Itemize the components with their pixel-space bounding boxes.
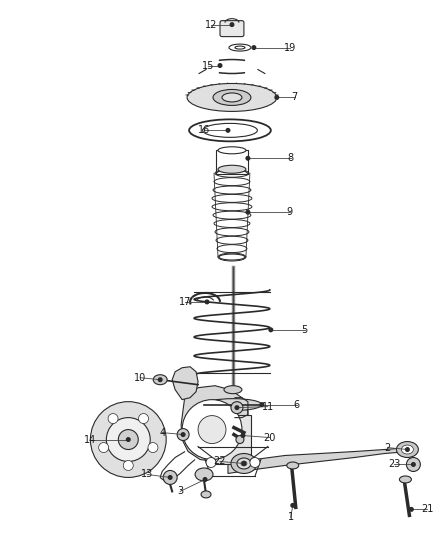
Circle shape — [159, 378, 162, 382]
Circle shape — [275, 95, 279, 99]
Ellipse shape — [222, 93, 242, 102]
Circle shape — [410, 507, 413, 511]
Circle shape — [246, 157, 250, 160]
Circle shape — [246, 211, 250, 214]
Circle shape — [412, 463, 415, 466]
Circle shape — [269, 328, 272, 332]
Text: 21: 21 — [421, 504, 434, 514]
Text: 1: 1 — [288, 512, 294, 522]
Circle shape — [138, 414, 148, 424]
Circle shape — [124, 461, 133, 471]
Text: 23: 23 — [388, 459, 401, 470]
Circle shape — [206, 457, 216, 467]
Text: 12: 12 — [205, 20, 217, 30]
Circle shape — [198, 416, 226, 443]
Circle shape — [182, 400, 242, 459]
Ellipse shape — [241, 461, 247, 466]
Circle shape — [406, 457, 420, 472]
Circle shape — [203, 478, 207, 481]
Text: 20: 20 — [264, 433, 276, 442]
Text: 10: 10 — [134, 373, 146, 383]
Circle shape — [230, 23, 234, 27]
Circle shape — [177, 429, 189, 441]
Circle shape — [236, 435, 244, 443]
Text: 3: 3 — [177, 487, 183, 496]
Text: 19: 19 — [284, 43, 296, 53]
Ellipse shape — [218, 147, 246, 154]
Circle shape — [235, 406, 239, 409]
Ellipse shape — [401, 445, 413, 454]
Ellipse shape — [237, 458, 251, 469]
Circle shape — [242, 462, 246, 465]
Ellipse shape — [204, 399, 262, 410]
Text: 15: 15 — [202, 61, 214, 70]
Text: 16: 16 — [198, 125, 210, 135]
Ellipse shape — [287, 462, 299, 469]
Text: 2: 2 — [384, 442, 391, 453]
Polygon shape — [172, 367, 198, 400]
Ellipse shape — [195, 468, 213, 481]
Text: 13: 13 — [141, 470, 153, 480]
Polygon shape — [228, 448, 410, 473]
Text: 17: 17 — [179, 297, 191, 307]
Ellipse shape — [218, 165, 246, 173]
Text: 9: 9 — [287, 207, 293, 217]
Circle shape — [406, 448, 409, 451]
Circle shape — [218, 64, 222, 67]
Circle shape — [241, 434, 245, 438]
Circle shape — [118, 430, 138, 449]
Polygon shape — [215, 415, 251, 464]
Text: 6: 6 — [294, 400, 300, 410]
Ellipse shape — [231, 454, 257, 473]
Circle shape — [168, 475, 172, 479]
Circle shape — [226, 128, 230, 132]
Circle shape — [205, 300, 209, 304]
Ellipse shape — [224, 386, 242, 394]
Text: 11: 11 — [262, 402, 274, 411]
Text: 5: 5 — [302, 325, 308, 335]
Ellipse shape — [213, 90, 251, 106]
Text: 22: 22 — [214, 456, 226, 466]
Text: 8: 8 — [288, 154, 294, 163]
Circle shape — [99, 442, 109, 453]
Circle shape — [252, 46, 256, 50]
Ellipse shape — [187, 84, 277, 111]
Ellipse shape — [153, 375, 167, 385]
Text: 4: 4 — [159, 427, 165, 438]
Text: 14: 14 — [84, 434, 96, 445]
Circle shape — [260, 403, 264, 407]
Text: 7: 7 — [292, 92, 298, 102]
Circle shape — [106, 417, 150, 462]
Ellipse shape — [201, 491, 211, 498]
Circle shape — [108, 414, 118, 424]
Circle shape — [127, 438, 130, 441]
Ellipse shape — [399, 476, 411, 483]
Circle shape — [181, 433, 185, 437]
Circle shape — [250, 457, 260, 467]
Polygon shape — [181, 386, 248, 462]
FancyBboxPatch shape — [220, 21, 244, 37]
Circle shape — [231, 402, 243, 414]
Circle shape — [163, 471, 177, 484]
Circle shape — [291, 504, 295, 507]
Circle shape — [90, 402, 166, 478]
Circle shape — [148, 442, 158, 453]
Ellipse shape — [396, 441, 418, 457]
